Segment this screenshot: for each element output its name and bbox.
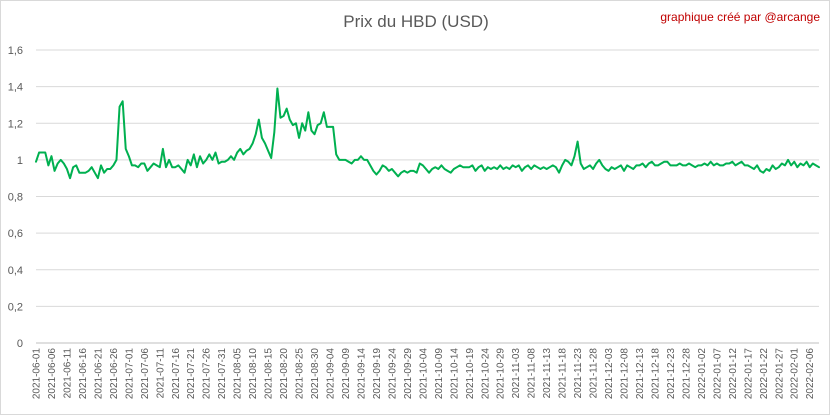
x-tick-label: 2021-07-11 <box>155 348 166 399</box>
x-tick-label: 2021-11-18 <box>558 348 569 399</box>
x-tick-label: 2021-10-14 <box>449 348 460 400</box>
x-tick-label: 2021-11-28 <box>589 348 600 399</box>
x-tick-label: 2022-01-12 <box>728 348 739 400</box>
y-tick-label: 1 <box>17 155 23 167</box>
x-tick-label: 2021-12-13 <box>635 348 646 400</box>
x-tick-label: 2021-08-10 <box>248 348 259 400</box>
x-tick-label: 2022-01-02 <box>697 348 708 400</box>
x-tick-label: 2021-06-21 <box>93 348 104 400</box>
x-tick-label: 2022-01-22 <box>759 348 770 400</box>
y-tick-label: 0,8 <box>8 192 23 204</box>
x-tick-label: 2021-09-24 <box>387 348 398 400</box>
x-tick-label: 2021-06-11 <box>62 348 73 399</box>
x-tick-label: 2021-09-19 <box>372 348 383 400</box>
x-tick-label: 2021-07-16 <box>171 348 182 400</box>
x-tick-label: 2021-08-25 <box>295 348 306 400</box>
x-tick-label: 2021-08-15 <box>264 348 275 400</box>
x-tick-label: 2022-01-07 <box>712 348 723 400</box>
y-tick-label: 0,6 <box>8 228 23 240</box>
x-tick-label: 2021-08-05 <box>233 348 244 400</box>
x-tick-label: 2021-07-21 <box>186 348 197 400</box>
x-tick-label: 2021-12-03 <box>604 348 615 400</box>
x-tick-label: 2021-09-29 <box>403 348 414 400</box>
chart-credit: graphique créé par @arcange <box>660 10 820 24</box>
x-tick-label: 2021-07-31 <box>217 348 228 400</box>
x-tick-label: 2021-10-19 <box>465 348 476 400</box>
y-tick-label: 0,4 <box>8 265 23 277</box>
x-tick-label: 2021-10-24 <box>480 348 491 400</box>
gridlines <box>36 49 819 307</box>
x-tick-label: 2021-11-13 <box>542 348 553 399</box>
y-tick-label: 0,2 <box>8 301 23 313</box>
x-tick-label: 2021-06-26 <box>109 348 120 400</box>
x-tick-label: 2021-12-28 <box>681 348 692 400</box>
x-tick-label: 2021-06-16 <box>78 348 89 400</box>
x-tick-label: 2021-12-08 <box>620 348 631 400</box>
x-tick-label: 2022-01-27 <box>774 348 785 400</box>
hbd-price-line <box>35 87 820 180</box>
x-tick-label: 2021-11-23 <box>573 348 584 399</box>
x-axis-tick-labels: 2021-06-01 2021-06-06 2021-06-11 2021-06-16… <box>32 348 817 400</box>
y-tick-label: 1,6 <box>8 45 23 57</box>
x-tick-label: 2021-12-18 <box>650 348 661 400</box>
x-tick-label: 2021-09-14 <box>356 348 367 400</box>
x-tick-label: 2022-02-01 <box>790 348 801 400</box>
y-tick-label: 1,2 <box>8 118 23 130</box>
x-tick-label: 2021-07-26 <box>202 348 213 400</box>
x-tick-label: 2021-10-09 <box>434 348 445 400</box>
x-tick-label: 2021-07-06 <box>140 348 151 400</box>
x-tick-label: 2021-08-30 <box>310 348 321 400</box>
x-tick-label: 2021-12-23 <box>666 348 677 400</box>
x-tick-label: 2021-07-01 <box>124 348 135 400</box>
x-tick-label: 2021-10-29 <box>496 348 507 400</box>
x-tick-label: 2022-01-17 <box>743 348 754 400</box>
series-group <box>35 87 820 180</box>
x-tick-label: 2021-08-20 <box>279 348 290 400</box>
x-tick-label: 2021-10-04 <box>418 348 429 400</box>
x-tick-label: 2021-11-08 <box>527 348 538 399</box>
x-tick-label: 2021-06-06 <box>47 348 58 400</box>
x-tick-label: 2021-06-01 <box>32 348 43 400</box>
x-tick-label: 2021-09-04 <box>326 348 337 400</box>
x-tick-label: 2021-09-09 <box>341 348 352 400</box>
y-tick-label: 0 <box>17 338 23 350</box>
x-tick-label: 2021-11-03 <box>511 348 522 399</box>
chart-title: Prix du HBD (USD) <box>343 12 489 31</box>
x-tick-label: 2022-02-06 <box>805 348 816 400</box>
y-axis-tick-labels: 0 0,2 0,4 0,6 0,8 1 1,2 1,4 1,6 <box>8 45 23 350</box>
y-tick-label: 1,4 <box>8 82 23 94</box>
